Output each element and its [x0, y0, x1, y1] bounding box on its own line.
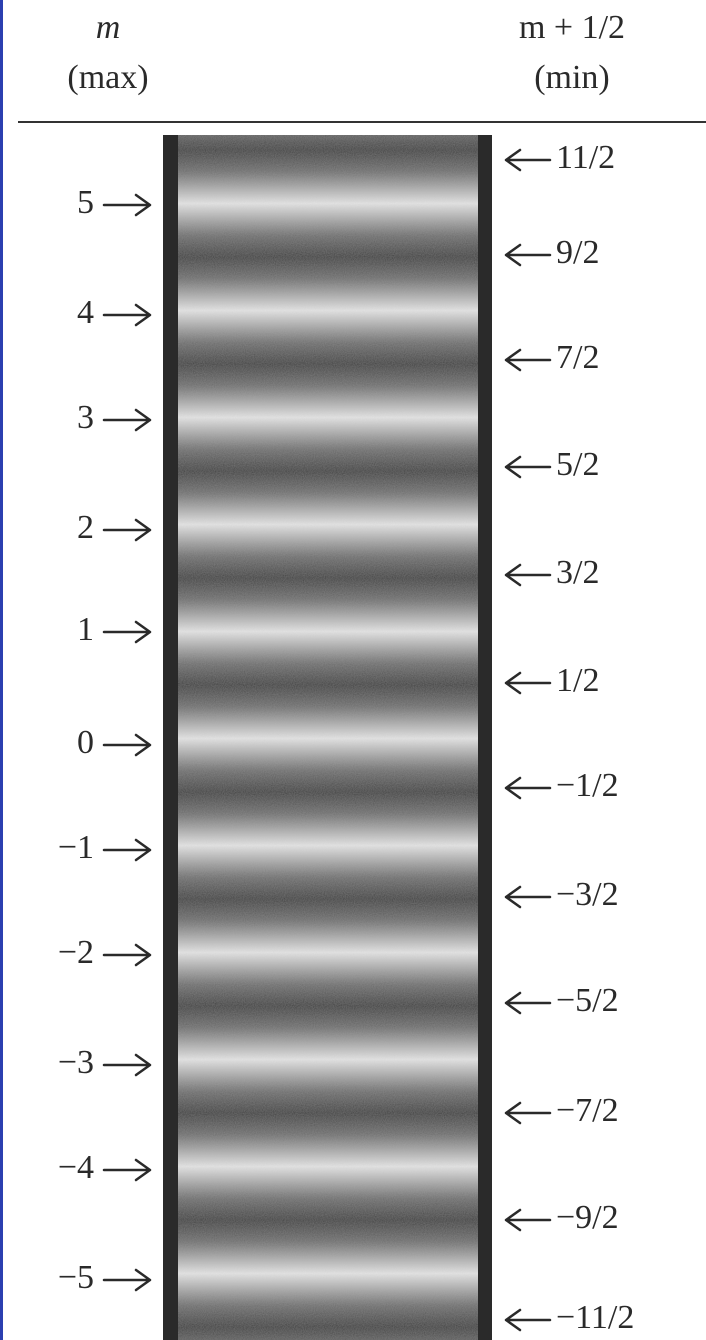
min-symbol: m + 1/2: [519, 9, 625, 46]
arrow: [104, 410, 150, 430]
max-order-label: 5: [77, 184, 94, 221]
arrow: [506, 245, 550, 265]
max-order-label: −2: [58, 934, 94, 971]
arrow: [104, 945, 150, 965]
min-order-label: −1/2: [556, 767, 619, 804]
min-order-label: 7/2: [556, 339, 599, 376]
arrow: [104, 1160, 150, 1180]
min-order-label: −7/2: [556, 1092, 619, 1129]
arrow: [506, 1210, 550, 1230]
arrow: [104, 735, 150, 755]
max-order-label: 0: [77, 724, 94, 761]
arrow: [506, 565, 550, 585]
max-heading: (max): [67, 59, 148, 96]
min-order-label: 9/2: [556, 234, 599, 271]
min-order-label: −11/2: [556, 1299, 634, 1336]
max-order-label: −3: [58, 1044, 94, 1081]
arrow: [104, 195, 150, 215]
arrow: [104, 840, 150, 860]
max-order-label: −4: [58, 1149, 94, 1186]
min-order-label: −5/2: [556, 982, 619, 1019]
arrow: [506, 1103, 550, 1123]
figure: m (max) m + 1/2 (min) 5 4 3 2 1 0 −1 −2 −3 −4 −5 11…: [0, 0, 706, 1340]
arrow: [506, 150, 550, 170]
max-order-label: −1: [58, 829, 94, 866]
page: m (max) m + 1/2 (min) 5 4 3 2 1 0 −1 −2 −3 −4 −5 11…: [0, 0, 706, 1340]
arrow: [506, 993, 550, 1013]
min-order-label: 5/2: [556, 446, 599, 483]
min-order-label: −3/2: [556, 876, 619, 913]
arrow: [506, 673, 550, 693]
max-order-label: 3: [77, 399, 94, 436]
arrow: [104, 622, 150, 642]
fringe-pattern: [178, 135, 478, 1340]
arrow: [104, 1270, 150, 1290]
arrow: [506, 457, 550, 477]
arrow: [506, 778, 550, 798]
max-order-label: 4: [77, 294, 94, 331]
max-order-label: 1: [77, 611, 94, 648]
min-heading: (min): [534, 59, 610, 96]
arrow: [506, 887, 550, 907]
max-order-label: 2: [77, 509, 94, 546]
left-edge: [0, 0, 3, 1340]
max-symbol: m: [96, 9, 121, 46]
max-order-label: −5: [58, 1259, 94, 1296]
min-order-label: 1/2: [556, 662, 599, 699]
arrow: [506, 350, 550, 370]
min-order-label: −9/2: [556, 1199, 619, 1236]
min-order-label: 3/2: [556, 554, 599, 591]
arrow: [104, 305, 150, 325]
min-order-label: 11/2: [556, 139, 615, 176]
arrow: [104, 520, 150, 540]
arrow: [104, 1055, 150, 1075]
arrow: [506, 1310, 550, 1330]
